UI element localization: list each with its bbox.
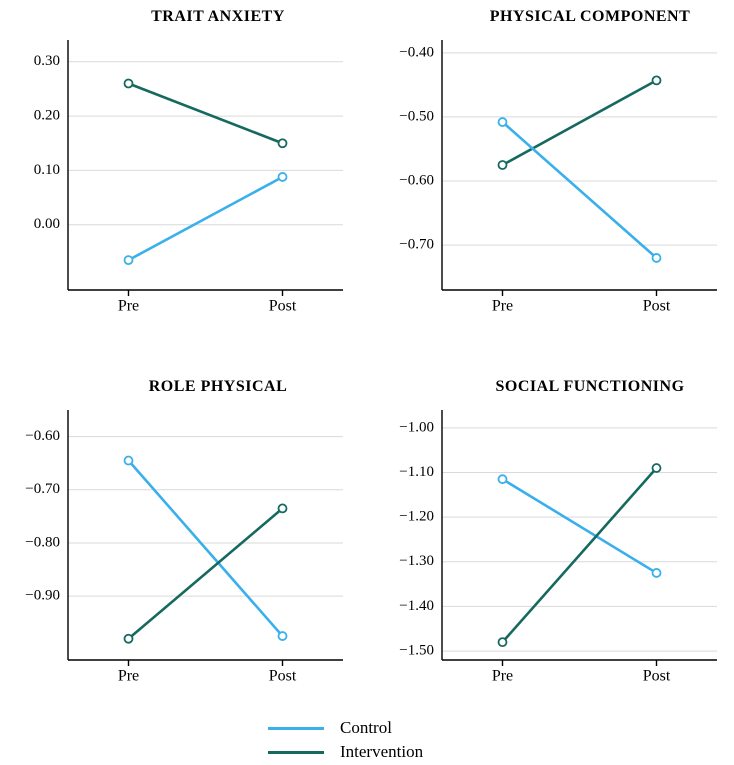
figure-root: TRAIT ANXIETY0.000.100.200.30PrePostPHYS…	[0, 0, 734, 765]
series-marker-intervention	[653, 464, 661, 472]
panel-title-physical-component: PHYSICAL COMPONENT	[470, 8, 710, 26]
series-marker-intervention	[499, 161, 507, 169]
xtick-label: Post	[269, 667, 297, 684]
series-line-intervention	[503, 80, 657, 165]
xtick-label: Post	[643, 297, 671, 314]
series-marker-control	[279, 632, 287, 640]
ytick-label: 0.00	[34, 216, 60, 232]
series-marker-control	[125, 457, 133, 465]
panel-social-functioning: −1.50−1.40−1.30−1.20−1.10−1.00PrePost	[442, 410, 717, 660]
ytick-label: 0.30	[34, 53, 60, 69]
ytick-label: −1.30	[399, 553, 434, 569]
series-marker-control	[279, 173, 287, 181]
panel-role-physical: −0.90−0.80−0.70−0.60PrePost	[68, 410, 343, 660]
ytick-label: −0.60	[399, 172, 434, 188]
series-marker-intervention	[279, 139, 287, 147]
series-marker-intervention	[125, 635, 133, 643]
series-line-control	[129, 461, 283, 637]
panel-title-social-functioning: SOCIAL FUNCTIONING	[470, 378, 710, 396]
ytick-label: −1.40	[399, 598, 434, 614]
xtick-label: Pre	[492, 667, 513, 684]
legend-swatch-intervention	[268, 751, 324, 754]
xtick-label: Pre	[118, 667, 139, 684]
series-line-control	[503, 122, 657, 258]
xtick-label: Post	[269, 297, 297, 314]
ytick-label: −0.70	[25, 481, 60, 497]
series-marker-intervention	[125, 79, 133, 87]
ytick-label: −1.50	[399, 643, 434, 659]
series-marker-control	[499, 475, 507, 483]
panel-title-trait-anxiety: TRAIT ANXIETY	[118, 8, 318, 26]
series-line-intervention	[129, 83, 283, 143]
legend-label-control: Control	[340, 718, 392, 738]
ytick-label: −0.70	[399, 237, 434, 253]
series-marker-control	[653, 569, 661, 577]
panel-trait-anxiety: 0.000.100.200.30PrePost	[68, 40, 343, 290]
series-marker-control	[499, 118, 507, 126]
xtick-label: Pre	[118, 297, 139, 314]
ytick-label: −0.90	[25, 588, 60, 604]
xtick-label: Pre	[492, 297, 513, 314]
ytick-label: −1.00	[399, 419, 434, 435]
series-marker-intervention	[499, 638, 507, 646]
series-marker-intervention	[279, 504, 287, 512]
series-marker-control	[653, 254, 661, 262]
legend-swatch-control	[268, 727, 324, 730]
ytick-label: −1.20	[399, 509, 434, 525]
ytick-label: 0.20	[34, 108, 60, 124]
series-line-control	[129, 177, 283, 260]
panel-physical-component: −0.70−0.60−0.50−0.40PrePost	[442, 40, 717, 290]
panel-title-role-physical: ROLE PHYSICAL	[118, 378, 318, 396]
ytick-label: −1.10	[399, 464, 434, 480]
series-marker-intervention	[653, 76, 661, 84]
ytick-label: −0.80	[25, 534, 60, 550]
ytick-label: −0.60	[25, 428, 60, 444]
series-line-intervention	[129, 508, 283, 638]
xtick-label: Post	[643, 667, 671, 684]
ytick-label: −0.40	[399, 44, 434, 60]
series-marker-control	[125, 256, 133, 264]
ytick-label: −0.50	[399, 108, 434, 124]
legend-label-intervention: Intervention	[340, 742, 423, 762]
ytick-label: 0.10	[34, 162, 60, 178]
